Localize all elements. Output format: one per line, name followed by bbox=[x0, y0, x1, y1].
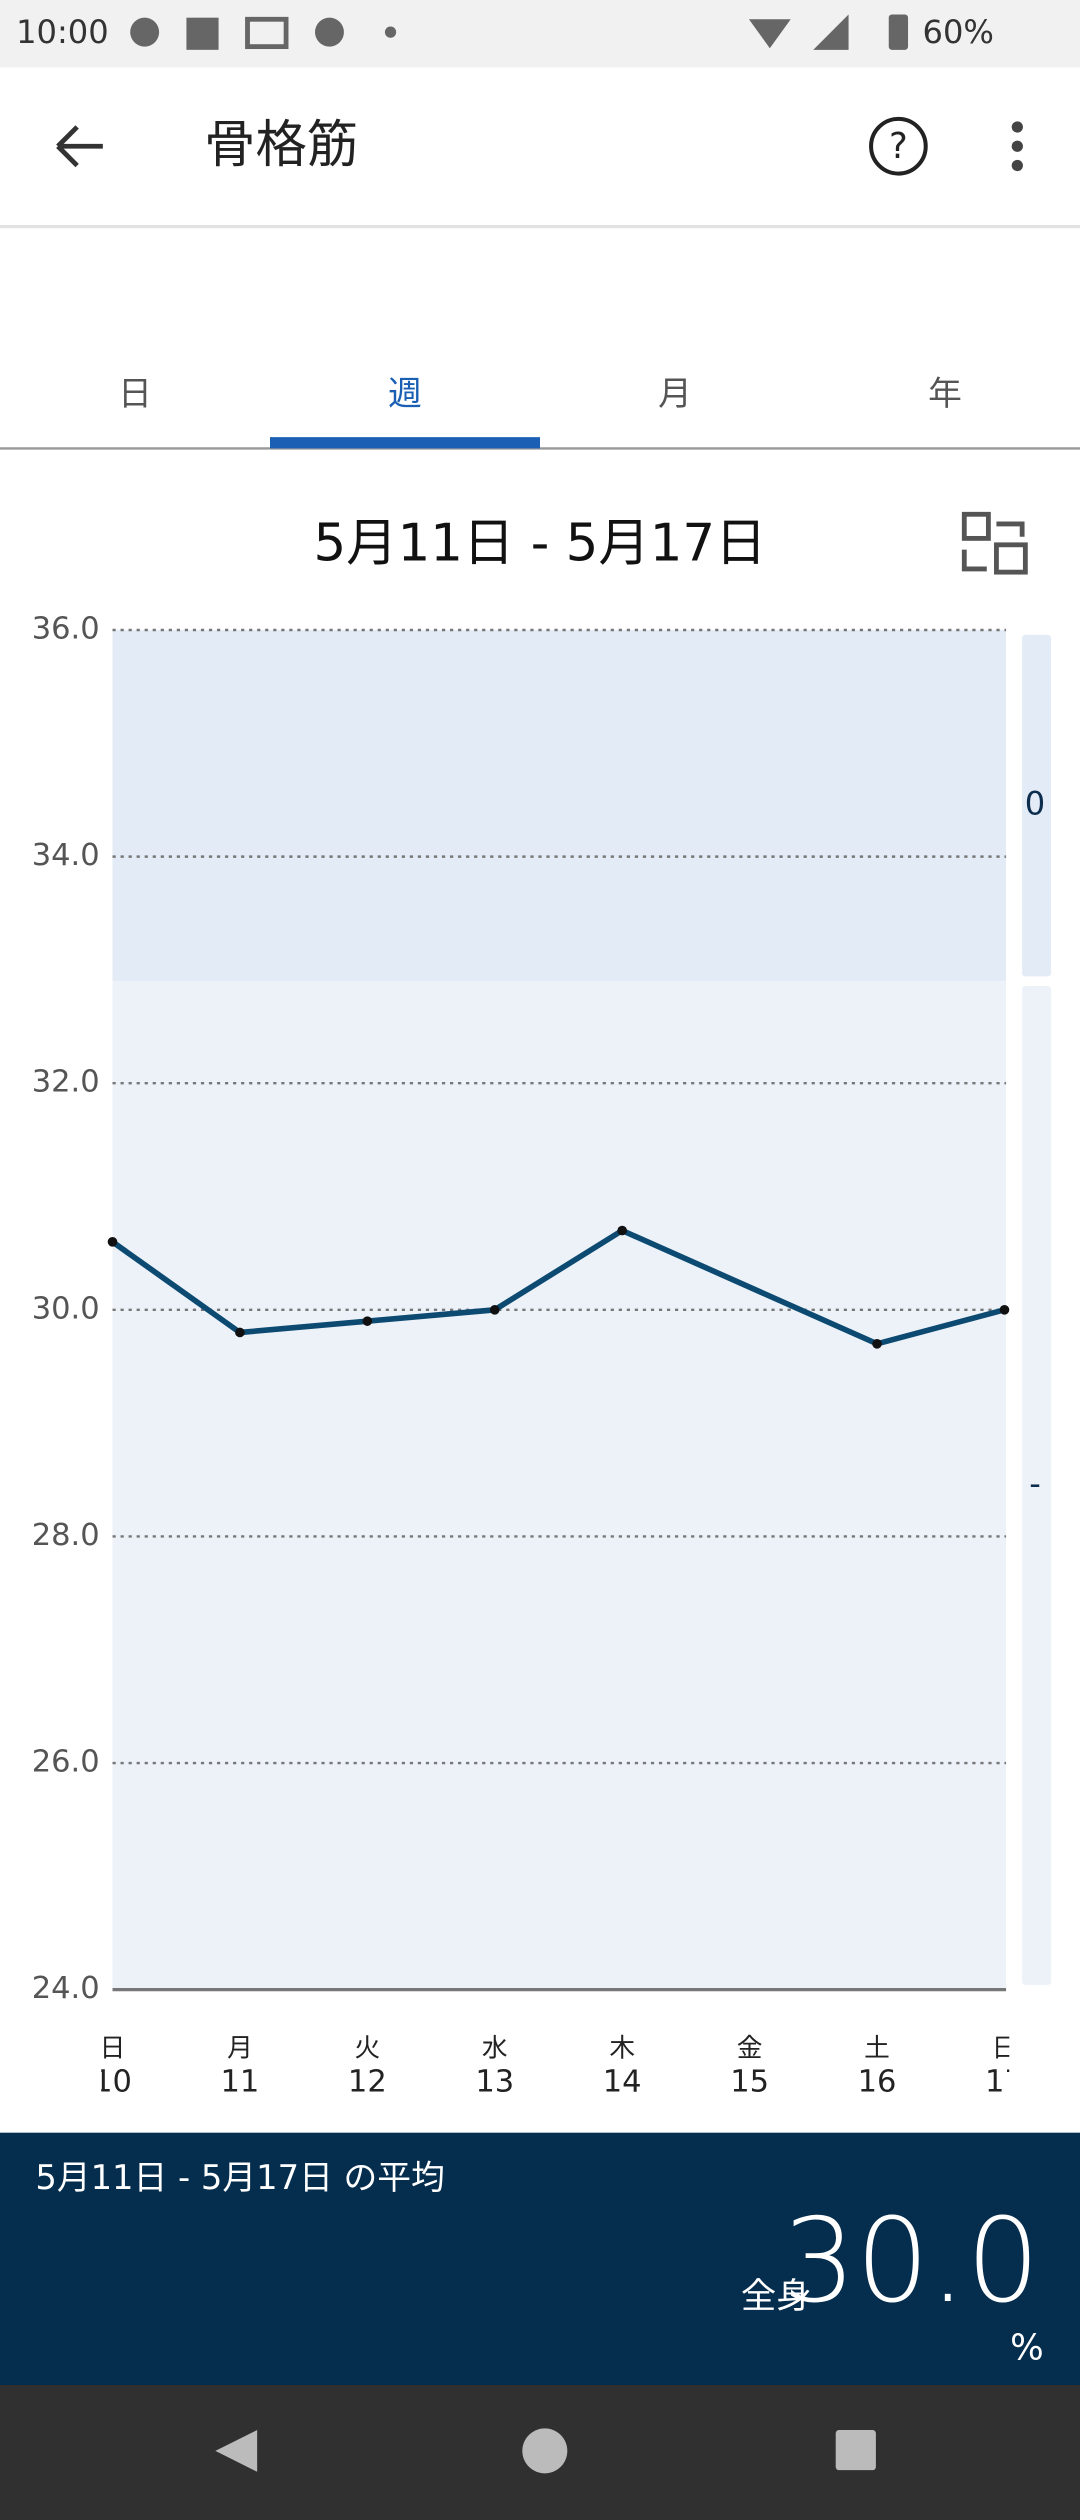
swap-button[interactable] bbox=[961, 511, 1028, 575]
status-icon bbox=[245, 16, 289, 50]
tab-indicator bbox=[270, 437, 540, 449]
tab-label[interactable]: 週 bbox=[388, 374, 422, 413]
x-tick-weekday: 月 bbox=[227, 2034, 253, 2064]
help-button[interactable] bbox=[869, 116, 928, 176]
app-bar bbox=[0, 67, 1080, 227]
app-title: 骨格筋 bbox=[204, 115, 358, 175]
average-panel bbox=[0, 2132, 1080, 2385]
x-tick-weekday: 火 bbox=[354, 2034, 380, 2064]
y-tick-label: 26.0 bbox=[32, 1745, 100, 1780]
x-tick-label: 10 bbox=[93, 2064, 132, 2099]
average-value: 30.0 bbox=[782, 2195, 1040, 2329]
y-tick-label: 24.0 bbox=[32, 1971, 100, 2006]
x-tick-weekday: 金 bbox=[737, 2034, 763, 2064]
data-point bbox=[362, 1316, 373, 1326]
x-tick-label: 11 bbox=[221, 2064, 260, 2099]
average-unit: % bbox=[1010, 2328, 1044, 2369]
y-tick-label: 34.0 bbox=[32, 838, 100, 873]
chart: 0-24.026.028.030.032.034.036.0日10月11火12水… bbox=[32, 612, 1052, 2100]
x-tick-weekday: 土 bbox=[864, 2034, 890, 2064]
tab-label[interactable]: 月 bbox=[658, 374, 692, 413]
x-tick-weekday: 木 bbox=[609, 2034, 635, 2064]
nav-back[interactable] bbox=[215, 2430, 258, 2472]
data-point bbox=[872, 1338, 882, 1349]
chart-title: 5月11日 - 5月17日 bbox=[313, 513, 766, 573]
x-tick-label: 16 bbox=[858, 2064, 897, 2099]
menu-button[interactable] bbox=[1011, 121, 1023, 172]
range-label: 0 bbox=[1025, 785, 1045, 823]
status-time: 10:00 bbox=[16, 13, 109, 51]
tab-label[interactable]: 日 bbox=[118, 374, 152, 413]
data-point bbox=[489, 1305, 500, 1315]
battery-icon bbox=[888, 14, 909, 50]
average-label: 5月11日 - 5月17日 の平均 bbox=[35, 2158, 444, 2197]
data-point bbox=[107, 1237, 118, 1247]
x-tick-weekday: 日 bbox=[992, 2034, 1018, 2064]
status-icon bbox=[130, 17, 160, 47]
nav-recent[interactable] bbox=[835, 2430, 876, 2471]
data-point bbox=[999, 1305, 1010, 1315]
data-point bbox=[617, 1225, 628, 1236]
status-bar bbox=[0, 0, 1080, 68]
y-tick-label: 28.0 bbox=[32, 1518, 100, 1553]
status-icon bbox=[315, 17, 344, 47]
status-icon bbox=[384, 26, 397, 38]
nav-home[interactable] bbox=[522, 2428, 568, 2474]
tab-label[interactable]: 年 bbox=[928, 374, 962, 413]
signal-icon bbox=[813, 14, 849, 50]
status-icon bbox=[186, 17, 219, 50]
range-indicator bbox=[1022, 634, 1052, 977]
x-tick-label: 14 bbox=[603, 2064, 642, 2099]
help-icon: ? bbox=[889, 126, 908, 167]
range-indicator bbox=[1022, 986, 1052, 1985]
data-point bbox=[235, 1327, 245, 1338]
x-tick-weekday: 水 bbox=[482, 2034, 508, 2064]
x-tick-label: 17 bbox=[985, 2064, 1024, 2099]
y-tick-label: 32.0 bbox=[32, 1065, 100, 1100]
range-band bbox=[112, 630, 1007, 982]
x-tick-weekday: 日 bbox=[100, 2034, 126, 2064]
tabs: 日週月年 bbox=[118, 374, 962, 449]
x-tick-label: 13 bbox=[475, 2064, 514, 2099]
x-tick-label: 12 bbox=[348, 2064, 387, 2099]
average-part: 全身 bbox=[741, 2276, 812, 2317]
x-tick-label: 15 bbox=[730, 2064, 769, 2099]
y-tick-label: 30.0 bbox=[32, 1291, 100, 1326]
wifi-icon bbox=[748, 19, 791, 49]
range-label: - bbox=[1029, 1464, 1041, 1502]
y-tick-label: 36.0 bbox=[32, 612, 100, 647]
range-band bbox=[112, 981, 1007, 1990]
back-button[interactable] bbox=[56, 125, 103, 168]
status-battery: 60% bbox=[923, 13, 994, 51]
